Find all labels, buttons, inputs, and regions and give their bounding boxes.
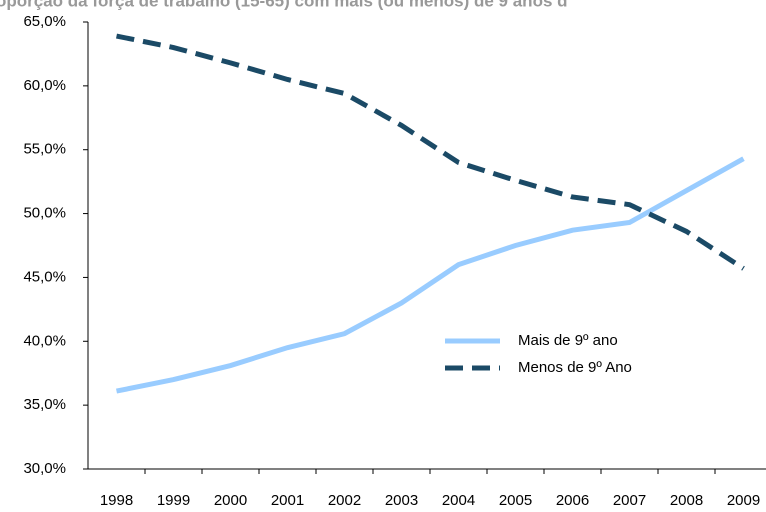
x-tick-label: 2004 — [442, 492, 475, 509]
y-tick-label: 30,0% — [23, 460, 66, 477]
x-tick-label: 2000 — [214, 492, 247, 509]
x-tick-label: 1998 — [100, 492, 133, 509]
x-tick-label: 2003 — [385, 492, 418, 509]
y-tick-label: 60,0% — [23, 77, 66, 94]
chart-title: oporção da força de trabalho (15-65) com… — [0, 0, 568, 10]
y-tick-label: 50,0% — [23, 205, 66, 222]
y-tick-label: 45,0% — [23, 268, 66, 285]
legend-label: Mais de 9º ano — [518, 332, 618, 349]
y-tick-label: 40,0% — [23, 332, 66, 349]
x-tick-label: 2008 — [670, 492, 703, 509]
x-tick-label: 2007 — [613, 492, 646, 509]
series-line — [116, 156, 745, 394]
legend-label: Menos de 9º Ano — [518, 359, 632, 376]
y-tick-label: 65,0% — [23, 13, 66, 30]
y-tick-label: 35,0% — [23, 396, 66, 413]
series-line — [116, 33, 745, 271]
y-tick-label: 55,0% — [23, 141, 66, 158]
x-tick-label: 2001 — [271, 492, 304, 509]
x-tick-label: 2009 — [727, 492, 760, 509]
x-tick-label: 1999 — [157, 492, 190, 509]
x-tick-label: 2006 — [556, 492, 589, 509]
x-tick-label: 2005 — [499, 492, 532, 509]
x-tick-label: 2002 — [328, 492, 361, 509]
